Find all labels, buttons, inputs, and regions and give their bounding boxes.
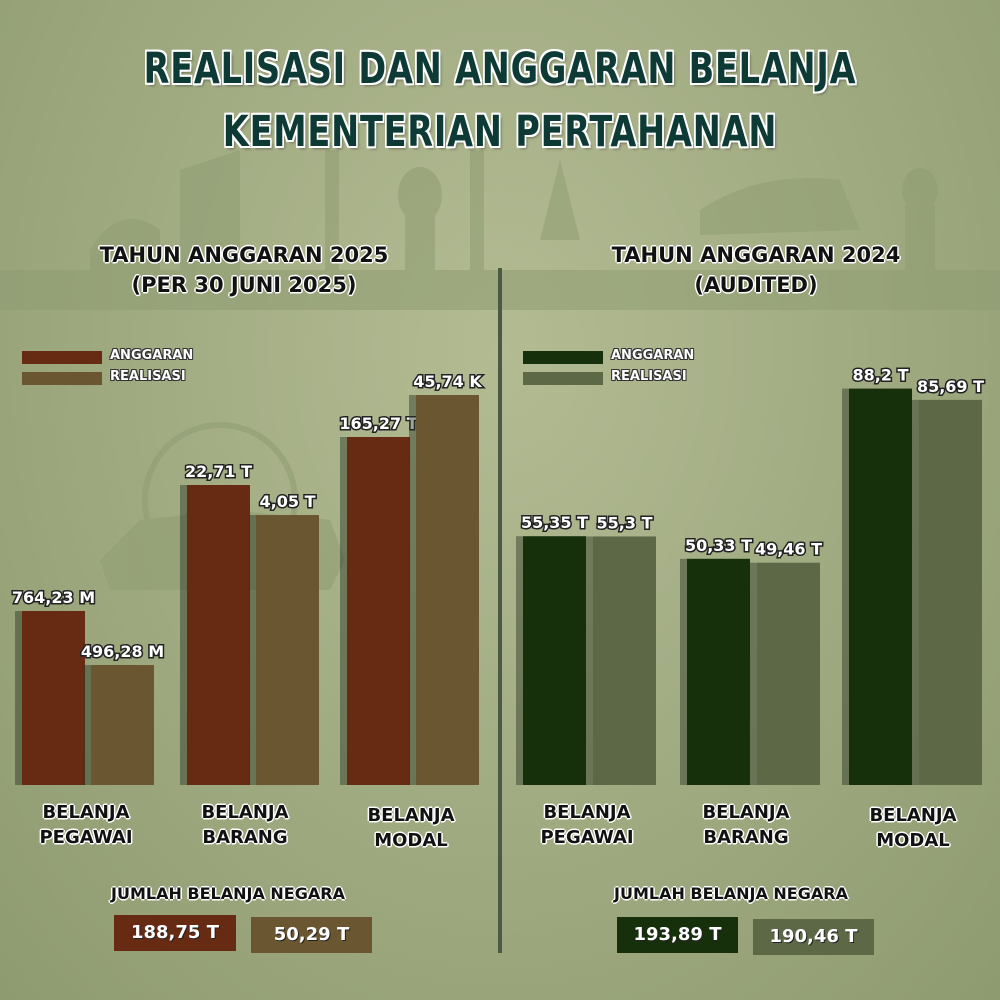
category-label-modal-2025: BELANJA MODAL <box>341 803 481 853</box>
bar-realisasi-belanja-barang <box>256 515 319 785</box>
bar-realisasi-belanja-barang <box>757 562 820 785</box>
category-label-modal-2024: BELANJA MODAL <box>843 803 983 853</box>
bar-shadow <box>409 395 416 785</box>
category-label-line: BELANJA <box>367 805 455 826</box>
panel-2025-title-line1: TAHUN ANGGARAN 2025 <box>99 243 389 267</box>
category-label-pegawai-2024: BELANJA PEGAWAI <box>517 800 657 850</box>
bar-anggaran-belanja-modal <box>849 388 912 785</box>
bar-value-label: 49,46 T <box>755 540 822 559</box>
panel-divider <box>498 268 502 953</box>
category-label-barang-2025: BELANJA BARANG <box>175 800 315 850</box>
legend-swatch-realisasi <box>523 372 603 385</box>
bar-shadow <box>680 558 687 785</box>
total-realisasi-2024: 190,46 T <box>753 919 874 955</box>
panel-2024-title: TAHUN ANGGARAN 2024 (AUDITED) <box>556 240 956 300</box>
page-title-line2: KEMENTERIAN PERTAHANAN <box>222 107 778 157</box>
panel-2024-title-line1: TAHUN ANGGARAN 2024 <box>611 243 901 267</box>
legend-item-realisasi: REALISASI <box>22 368 222 389</box>
legend-2025: ANGGARAN REALISASI <box>22 347 222 389</box>
category-label-line: MODAL <box>876 830 950 851</box>
bar-value-label: 85,69 T <box>917 377 984 396</box>
panel-2025-title: TAHUN ANGGARAN 2025 (PER 30 JUNI 2025) <box>44 240 444 300</box>
legend-label-anggaran: ANGGARAN <box>110 348 194 363</box>
bar-realisasi-belanja-pegawai <box>91 665 154 785</box>
category-label-line: BELANJA <box>869 805 957 826</box>
total-anggaran-2024: 193,89 T <box>617 917 738 953</box>
category-label-line: PEGAWAI <box>540 827 634 848</box>
bar-value-label: 22,71 T <box>185 462 252 481</box>
bar-anggaran-belanja-pegawai <box>22 611 85 785</box>
bar-shadow <box>249 515 256 785</box>
bar-value-label: 55,3 T <box>597 513 653 532</box>
panel-2024-title-line2: (AUDITED) <box>694 273 818 297</box>
legend-item-realisasi: REALISASI <box>523 368 723 389</box>
bar-value-label: 45,74 K <box>413 372 482 391</box>
category-label-pegawai-2025: BELANJA PEGAWAI <box>16 800 156 850</box>
bar-value-label: 165,27 T <box>339 414 417 433</box>
bar-value-label: 4,05 T <box>260 492 316 511</box>
legend-item-anggaran: ANGGARAN <box>22 347 222 368</box>
bar-value-label: 88,2 T <box>853 366 909 385</box>
bar-anggaran-belanja-modal <box>347 437 410 785</box>
bar-realisasi-belanja-pegawai <box>593 536 656 785</box>
bar-value-label: 55,35 T <box>521 513 588 532</box>
legend-swatch-anggaran <box>523 351 603 364</box>
page-title-line1: REALISASI DAN ANGGARAN BELANJA <box>143 44 857 94</box>
bar-anggaran-belanja-barang <box>687 558 750 785</box>
legend-swatch-realisasi <box>22 372 102 385</box>
bar-shadow <box>750 562 757 785</box>
bar-value-label: 496,28 M <box>81 642 164 661</box>
bar-shadow <box>15 611 22 785</box>
category-label-line: MODAL <box>374 830 448 851</box>
bar-shadow <box>516 536 523 785</box>
bar-value-label: 764,23 M <box>12 588 95 607</box>
category-label-line: BELANJA <box>201 802 289 823</box>
bar-shadow <box>340 437 347 785</box>
legend-label-anggaran: ANGGARAN <box>611 348 695 363</box>
bar-realisasi-belanja-modal <box>919 399 982 785</box>
panel-2025-title-line2: (PER 30 JUNI 2025) <box>131 273 357 297</box>
bar-shadow <box>180 485 187 785</box>
total-heading-2024: JUMLAH BELANJA NEGARA <box>614 884 848 903</box>
legend-label-realisasi: REALISASI <box>611 369 687 384</box>
bar-anggaran-belanja-barang <box>187 485 250 785</box>
legend-label-realisasi: REALISASI <box>110 369 186 384</box>
legend-swatch-anggaran <box>22 351 102 364</box>
bar-shadow <box>842 388 849 785</box>
total-heading-2025: JUMLAH BELANJA NEGARA <box>111 884 345 903</box>
category-label-line: BARANG <box>202 827 288 848</box>
category-label-barang-2024: BELANJA BARANG <box>676 800 816 850</box>
total-realisasi-2025: 50,29 T <box>251 917 372 953</box>
legend-item-anggaran: ANGGARAN <box>523 347 723 368</box>
category-label-line: BARANG <box>703 827 789 848</box>
category-label-line: BELANJA <box>42 802 130 823</box>
total-anggaran-2025: 188,75 T <box>114 915 236 951</box>
bar-shadow <box>912 399 919 785</box>
bar-anggaran-belanja-pegawai <box>523 536 586 785</box>
legend-2024: ANGGARAN REALISASI <box>523 347 723 389</box>
bar-shadow <box>84 665 91 785</box>
bar-realisasi-belanja-modal <box>416 395 479 785</box>
category-label-line: BELANJA <box>702 802 790 823</box>
category-label-line: BELANJA <box>543 802 631 823</box>
bar-shadow <box>586 536 593 785</box>
category-label-line: PEGAWAI <box>39 827 133 848</box>
bar-value-label: 50,33 T <box>685 536 752 555</box>
